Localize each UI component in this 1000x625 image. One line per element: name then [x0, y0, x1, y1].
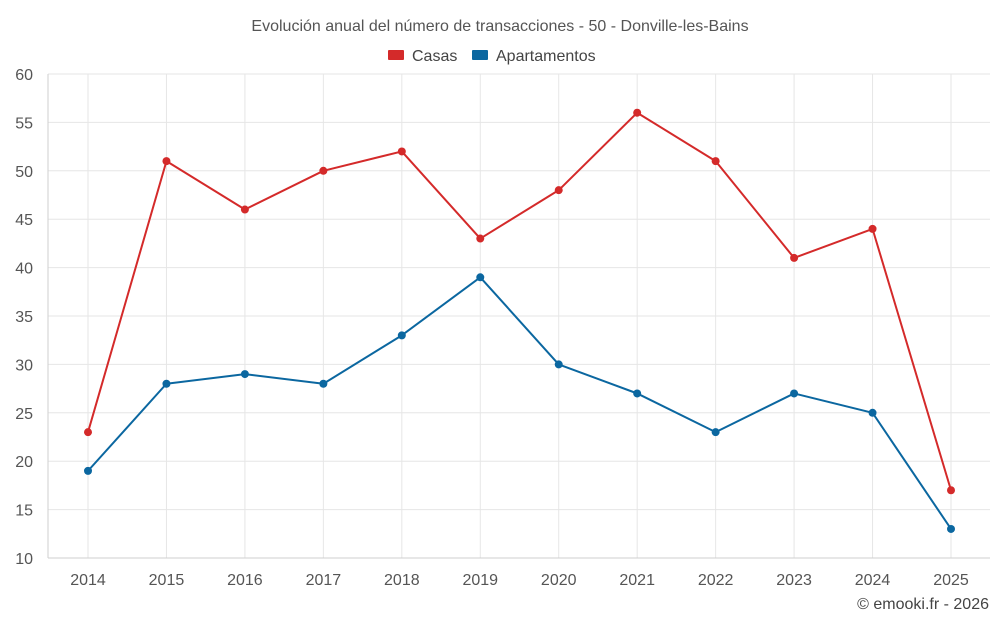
legend-swatch-casas [388, 50, 404, 60]
x-tick-label: 2015 [149, 572, 185, 589]
data-point-apartamentos[interactable] [554, 360, 563, 369]
data-point-apartamentos[interactable] [319, 379, 328, 388]
data-point-casas[interactable] [397, 147, 406, 156]
data-point-apartamentos[interactable] [476, 273, 485, 282]
data-point-apartamentos[interactable] [397, 331, 406, 340]
data-point-casas[interactable] [711, 157, 720, 166]
data-point-casas[interactable] [947, 486, 955, 495]
x-tick-label: 2022 [698, 572, 734, 589]
x-tick-label: 2019 [462, 572, 498, 589]
x-tick-label: 2024 [855, 572, 891, 589]
x-tick-label: 2017 [306, 572, 342, 589]
data-point-apartamentos[interactable] [947, 524, 955, 533]
x-tick-label: 2025 [933, 572, 969, 589]
data-point-apartamentos[interactable] [868, 408, 877, 417]
data-point-casas[interactable] [790, 253, 799, 262]
x-tick-label: 2014 [70, 572, 106, 589]
y-tick-label: 50 [15, 164, 33, 181]
legend-label-apartamentos[interactable]: Apartamentos [496, 48, 596, 65]
y-tick-label: 10 [15, 551, 33, 568]
x-tick-label: 2023 [776, 572, 812, 589]
x-axis-ticks: 2014 2015 2016 2017 2018 2019 2020 2021 2022 2023… [70, 572, 969, 589]
series-line-apartamentos [87, 276, 952, 530]
data-point-casas[interactable] [319, 166, 328, 175]
x-tick-label: 2021 [619, 572, 655, 589]
x-tick-label: 2018 [384, 572, 420, 589]
y-tick-label: 40 [15, 261, 33, 278]
legend: Casas Apartamentos [388, 48, 596, 65]
data-point-casas[interactable] [868, 224, 877, 233]
data-point-casas[interactable] [240, 205, 249, 214]
data-point-casas[interactable] [476, 234, 485, 243]
x-tick-label: 2020 [541, 572, 577, 589]
data-point-apartamentos[interactable] [84, 466, 92, 475]
data-point-apartamentos[interactable] [240, 370, 249, 379]
y-tick-label: 35 [15, 309, 33, 326]
grid [47, 73, 990, 559]
legend-label-casas[interactable]: Casas [412, 48, 457, 65]
series-line-casas [87, 111, 952, 491]
data-point-casas[interactable] [633, 108, 642, 117]
credit-text: © emooki.fr - 2026 [857, 596, 989, 613]
y-tick-label: 20 [15, 454, 33, 471]
data-point-apartamentos[interactable] [162, 379, 171, 388]
y-tick-label: 15 [15, 503, 33, 520]
data-point-apartamentos[interactable] [633, 389, 642, 398]
data-point-apartamentos[interactable] [790, 389, 799, 398]
chart-title: Evolución anual del número de transaccio… [251, 18, 748, 35]
y-tick-label: 45 [15, 212, 33, 229]
y-tick-label: 55 [15, 115, 33, 132]
series-layer [84, 108, 955, 533]
x-tick-label: 2016 [227, 572, 263, 589]
y-axis-ticks: 10 15 20 25 30 35 40 45 50 55 60 [15, 67, 33, 568]
y-tick-label: 30 [15, 357, 33, 374]
data-point-casas[interactable] [554, 186, 563, 195]
y-tick-label: 25 [15, 406, 33, 423]
data-point-casas[interactable] [162, 157, 171, 166]
data-point-apartamentos[interactable] [711, 428, 720, 437]
y-tick-label: 60 [15, 67, 33, 84]
data-point-casas[interactable] [84, 428, 92, 437]
legend-swatch-apartamentos [472, 50, 488, 60]
